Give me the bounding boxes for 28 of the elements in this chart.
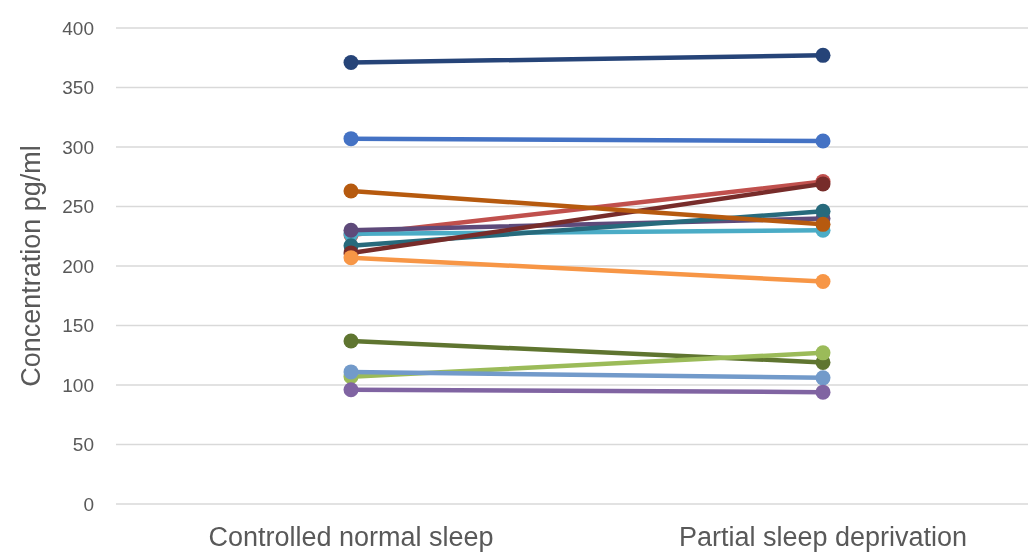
point — [343, 222, 359, 238]
point — [343, 333, 359, 349]
y-tick-label: 300 — [62, 136, 94, 158]
point — [343, 364, 359, 380]
point — [815, 273, 831, 289]
y-tick-label: 400 — [62, 17, 94, 39]
point — [343, 131, 359, 147]
y-tick-label: 0 — [83, 493, 94, 515]
x-tick-label: Partial sleep deprivation — [678, 522, 968, 552]
y-axis-title: Concentration pg/ml — [16, 145, 46, 387]
point — [343, 55, 359, 71]
point — [815, 203, 831, 219]
point — [815, 345, 831, 361]
point — [343, 250, 359, 266]
point — [815, 47, 831, 63]
point — [343, 183, 359, 199]
point — [815, 384, 831, 400]
y-tick-label: 50 — [72, 434, 94, 456]
y-tick-label: 150 — [62, 315, 94, 337]
x-tick-label: Controlled normal sleep — [208, 522, 494, 552]
point — [343, 382, 359, 398]
point — [815, 370, 831, 386]
point — [815, 133, 831, 149]
point — [815, 216, 831, 232]
y-tick-label: 200 — [62, 255, 94, 277]
y-tick-label: 250 — [62, 196, 94, 218]
y-tick-label: 350 — [62, 77, 94, 99]
y-tick-label: 100 — [62, 374, 94, 396]
